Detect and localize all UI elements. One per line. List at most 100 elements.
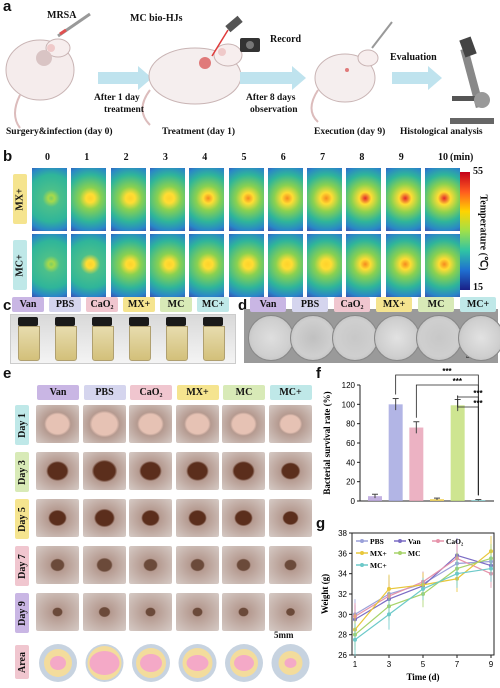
wound-photo (175, 499, 219, 537)
agar-plate (416, 315, 462, 361)
vial-cap (55, 317, 75, 326)
data-point (387, 586, 391, 591)
legend-marker (398, 551, 402, 555)
mouse-illustration-2 (141, 43, 243, 126)
panel-label-f: f (316, 365, 321, 382)
wound-photo (82, 499, 126, 537)
vial-label-3: MX+ (123, 297, 155, 312)
panel-g: 26 28 30 32 34 36 38 1 3 5 7 9 Time (d) Weight (g) PBS… (316, 515, 500, 683)
day-tag-0: Day 1 (15, 405, 29, 445)
wound-photo (82, 546, 126, 584)
wound-photo (268, 546, 312, 584)
wound-photo (268, 452, 312, 490)
legend-marker (398, 539, 402, 543)
panel-label-c: c (3, 297, 12, 314)
legend-label: MC+ (370, 561, 387, 570)
legend-label: Van (408, 537, 421, 546)
panel-label-b: b (3, 148, 13, 165)
mc-thermal-image (267, 234, 303, 297)
vial-cap (92, 317, 112, 326)
y-tick-label: 60 (346, 439, 355, 448)
panel-label-e: e (3, 365, 12, 382)
mc-biohjs-label: MC bio-HJs (130, 13, 183, 24)
wound-photo (222, 405, 265, 443)
mouse-illustration-3 (310, 49, 379, 123)
mx-thermal-image (189, 168, 225, 231)
wound-area-diagrams (39, 644, 310, 682)
colorbar (460, 172, 470, 290)
legend-label: MX+ (370, 549, 387, 558)
wound-photo (175, 452, 219, 490)
y-axis-label: Bacterial survival rate (%) (322, 391, 332, 494)
significance-bracket (415, 384, 479, 496)
wound-photo (82, 452, 126, 490)
treatment-label: Treatment (day 1) (162, 127, 235, 137)
significance-label: *** (442, 367, 452, 376)
vial-body (55, 326, 77, 361)
wound-photo (175, 546, 219, 584)
panel-label-g: g (316, 515, 326, 532)
arrow-icon (98, 66, 152, 90)
mouse-illustration-1 (5, 38, 75, 129)
vial-cap (18, 317, 38, 326)
bacterial-survival-bar-chart: 0 20 40 60 80 100 120 Bacterial survival rate (… (322, 367, 494, 506)
wound-column-label-1: PBS (83, 385, 126, 400)
agar-plate (458, 315, 500, 361)
vial-body (92, 326, 114, 361)
data-point (455, 571, 459, 576)
wound-column-label-4: MC (223, 385, 265, 400)
legend-marker (360, 551, 364, 555)
area-wound (89, 651, 120, 675)
y-tick-label: 120 (342, 381, 356, 390)
time-label: 2 (123, 152, 129, 163)
panel-label-a: a (3, 0, 12, 15)
mc-thermal-image (32, 234, 67, 297)
data-point (421, 586, 425, 591)
x-tick-label: 3 (387, 660, 392, 669)
legend-label: PBS (370, 537, 384, 546)
wound-photo (129, 546, 172, 584)
mx-thermal-image (32, 168, 67, 231)
mc-thermal-image (228, 234, 264, 297)
data-point (387, 612, 391, 617)
bar (409, 427, 424, 501)
mx-thermal-image (385, 168, 421, 231)
mc-thermal-image (346, 234, 382, 297)
bar (368, 496, 382, 501)
wound-photo (268, 593, 312, 631)
area-wound (284, 658, 297, 668)
laser-icon (211, 15, 243, 57)
significance-bracket (457, 395, 479, 496)
mx-thermal-image (149, 168, 185, 231)
mrsa-label: MRSA (47, 10, 77, 21)
wound-column-label-3: MX+ (176, 385, 219, 400)
plate-label-4: MC (418, 297, 454, 312)
plate-label-0: Van (250, 297, 286, 312)
agar-plate (290, 315, 336, 361)
after1-line2: treatment (104, 105, 144, 115)
wound-photo (222, 593, 265, 631)
colorbar-min: 15 (473, 282, 483, 293)
time-unit-label: (min) (450, 152, 474, 163)
time-label: 4 (202, 152, 208, 163)
panel-f: 0 20 40 60 80 100 120 Bacterial survival rate (… (316, 365, 500, 515)
wound-photo (129, 593, 172, 631)
mx-thermal-image (71, 168, 107, 231)
legend-label: MC (408, 549, 421, 558)
plate-label-1: PBS (292, 297, 328, 312)
mc-thermal-image (385, 234, 421, 297)
time-label: 8 (359, 152, 365, 163)
panel-e: 5mm Area Van PBS CaO₂ MX+ MC MC+ Day 1 Day 3 Day… (0, 365, 316, 683)
legend-marker (436, 539, 440, 543)
mx-thermal-image (228, 168, 264, 231)
y-tick-label: 40 (346, 458, 355, 467)
mc-thermal-image (189, 234, 225, 297)
microscope-icon (450, 36, 494, 124)
vial-label-1: PBS (49, 297, 81, 312)
time-label: 7 (320, 152, 326, 163)
camera-icon (240, 38, 260, 52)
x-axis-label: Time (d) (406, 672, 439, 682)
colorbar-label-wrap: Temperature (℃) (472, 188, 494, 276)
day-tag-3: Day 7 (15, 546, 29, 586)
